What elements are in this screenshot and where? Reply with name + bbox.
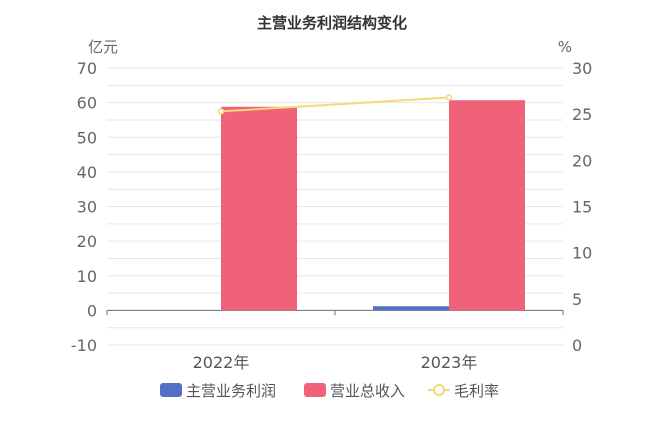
y-right-tick-label: 0 (572, 336, 582, 355)
y-left-unit: 亿元 (88, 38, 118, 56)
y-right-tick-label: 25 (572, 105, 592, 124)
y-right-tick-label: 15 (572, 198, 592, 217)
legend-label: 营业总收入 (330, 382, 405, 400)
y-left-tick-label: 40 (77, 163, 97, 182)
y-right-tick-label: 30 (572, 59, 592, 78)
legend-swatch (304, 383, 326, 397)
x-categories: 2022年 2023年 (193, 353, 478, 372)
y-left-tick-label: 50 (77, 128, 97, 147)
line-point (445, 94, 453, 101)
y-left-tick-label: 30 (77, 198, 97, 217)
y-right-tick-label: 10 (572, 244, 592, 263)
y-right-ticks: 0 5 10 15 20 25 30 (572, 59, 592, 355)
legend-label: 主营业务利润 (186, 382, 276, 400)
legend-swatch (160, 383, 182, 397)
y-right-tick-label: 5 (572, 290, 582, 309)
x-category-label: 2023年 (421, 353, 478, 372)
y-right-tick-label: 20 (572, 151, 592, 170)
legend-label: 毛利率 (454, 382, 499, 400)
y-left-tick-label: 20 (77, 232, 97, 251)
line-point (217, 108, 225, 115)
bar (221, 106, 297, 311)
legend-swatch-marker (433, 384, 445, 396)
y-right-unit: % (558, 38, 572, 56)
legend: 主营业务利润 营业总收入 毛利率 (160, 382, 499, 400)
line-path (220, 96, 450, 113)
y-left-tick-label: 10 (77, 267, 97, 286)
line-series (217, 94, 453, 115)
y-left-tick-label: 0 (87, 301, 97, 320)
x-category-label: 2022年 (193, 353, 250, 372)
y-left-tick-label: 60 (77, 94, 97, 113)
bars (221, 100, 525, 311)
y-left-ticks: -10 0 10 20 30 40 50 60 70 (71, 59, 97, 355)
chart-title: 主营业务利润结构变化 (257, 14, 407, 32)
y-left-tick-label: -10 (71, 336, 97, 355)
y-left-tick-label: 70 (77, 59, 97, 78)
bar (373, 306, 449, 311)
bar (449, 100, 525, 311)
